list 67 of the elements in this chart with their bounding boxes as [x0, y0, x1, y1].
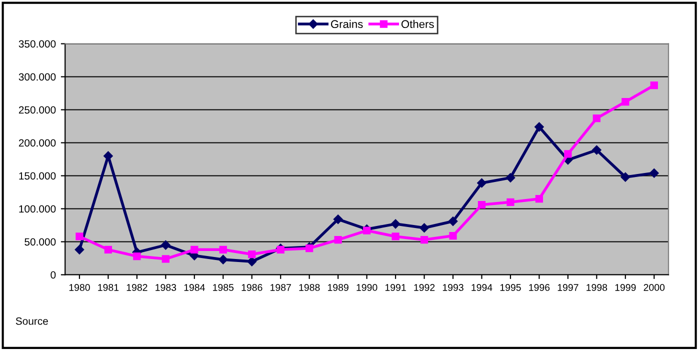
point [362, 226, 371, 234]
y-tick-label: 100.000 [19, 205, 56, 213]
point [448, 216, 458, 226]
point [390, 219, 400, 229]
point [592, 114, 600, 122]
point [534, 122, 544, 132]
y-tick-label: 0 [50, 271, 56, 279]
x-tick-label: 1986 [242, 284, 262, 291]
x-tick-label: 1993 [442, 284, 464, 291]
x-tick-label: 1989 [328, 284, 348, 291]
point [564, 150, 572, 158]
x-tick-label: 1991 [385, 284, 406, 291]
x-tick-label: 2000 [644, 284, 665, 291]
point [650, 168, 659, 178]
point [74, 245, 84, 254]
point [650, 82, 658, 90]
x-tick-label: 1981 [98, 284, 119, 291]
x-tick-label: 1980 [69, 284, 90, 291]
point [477, 178, 486, 188]
point [76, 232, 84, 240]
x-tick-label: 1992 [414, 284, 435, 291]
x-tick-label: 1996 [529, 284, 550, 291]
point [620, 172, 630, 182]
x-tick-label: 1994 [472, 284, 492, 291]
point [276, 246, 284, 254]
point [161, 240, 170, 250]
y-tick-label: 250.000 [18, 106, 56, 114]
x-tick-label: 1988 [299, 284, 320, 291]
text: Source [16, 317, 48, 325]
point [133, 252, 141, 260]
y-tick-label: 350.000 [18, 40, 56, 48]
y-tick-label: 300.000 [18, 73, 56, 81]
point [622, 98, 630, 106]
y-tick-label: 150.000 [19, 172, 56, 180]
x-tick-label: 1999 [615, 284, 636, 291]
y-tick-label: 200.000 [18, 139, 56, 147]
x-tick-label: 1997 [558, 284, 578, 291]
point [420, 223, 429, 233]
point [104, 246, 112, 254]
x-tick-label: 1982 [126, 284, 148, 291]
point [190, 246, 198, 254]
y-tick-label: 50.000 [24, 238, 56, 246]
x-tick-label: 1998 [586, 284, 608, 291]
legend-label: Grains [330, 20, 363, 28]
point [392, 232, 400, 240]
point [334, 236, 342, 244]
x-tick-label: 1985 [213, 284, 234, 291]
point [506, 173, 516, 182]
x-tick-label: 1990 [356, 284, 378, 291]
point [162, 255, 170, 263]
point [449, 232, 457, 240]
point [420, 236, 428, 244]
x-tick-label: 1984 [184, 284, 205, 291]
point [592, 145, 602, 155]
point [218, 254, 228, 264]
point [333, 214, 343, 224]
point [306, 244, 314, 252]
point [219, 246, 227, 254]
point [247, 256, 256, 266]
legend-label: Others [401, 20, 434, 28]
x-tick-label: 1983 [156, 284, 176, 291]
x-tick-label: 1995 [500, 284, 521, 291]
point [506, 198, 514, 206]
point [478, 200, 486, 209]
x-tick-label: 1987 [270, 284, 291, 291]
point [248, 250, 256, 258]
point [535, 195, 544, 203]
